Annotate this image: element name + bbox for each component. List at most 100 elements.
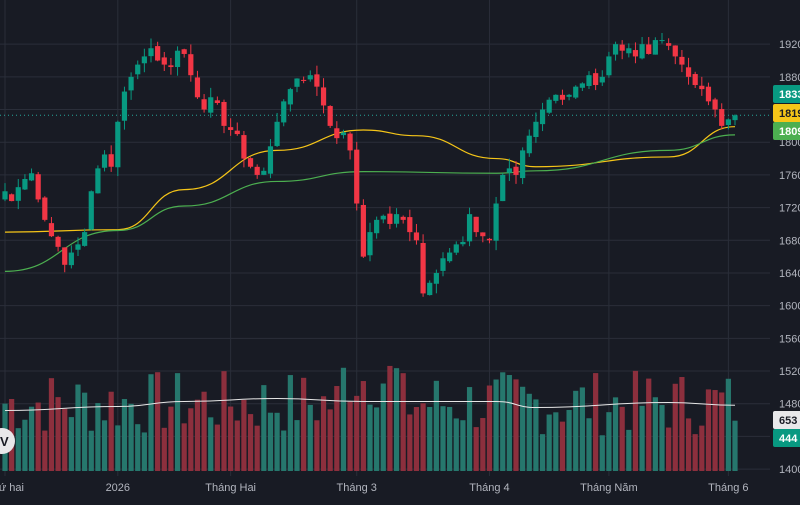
candle-body: [281, 101, 287, 123]
volume-bar: [15, 428, 21, 471]
candle-body: [360, 204, 366, 257]
volume-bar: [387, 365, 393, 471]
candle-body: [301, 79, 307, 81]
volume-bar: [261, 385, 267, 471]
volume-bar: [294, 420, 300, 471]
candle-body: [719, 109, 725, 126]
candle-body: [652, 40, 658, 55]
candle-body: [440, 258, 446, 271]
volume-bar: [327, 409, 333, 471]
candle-body: [115, 121, 121, 168]
candle-body: [646, 44, 652, 54]
candle-body: [559, 94, 566, 100]
candle-body: [705, 86, 712, 102]
volume-tag-label: 444: [779, 433, 798, 445]
candle-body: [447, 252, 453, 262]
volume-bar: [639, 405, 645, 471]
volume-bar: [473, 427, 479, 471]
candle-body: [725, 119, 731, 126]
price-tags: 1833 1819 1809 653 444: [773, 85, 800, 447]
candle-body: [453, 244, 459, 253]
price-tick-label: 1920: [779, 39, 800, 51]
price-tick-label: 1760: [779, 170, 800, 182]
volume-bar: [546, 414, 552, 471]
volume-bar: [247, 414, 254, 471]
candle-body: [62, 247, 68, 265]
moving-averages: [4, 126, 736, 412]
candle-body: [307, 75, 313, 80]
volume-bar: [148, 374, 154, 471]
volume-bar: [340, 367, 347, 471]
candle-body: [294, 78, 300, 87]
candle-body: [400, 216, 406, 220]
volume-bar: [22, 419, 28, 471]
candle-body: [533, 121, 539, 138]
volume-tag: [773, 429, 800, 447]
volume-bar: [447, 406, 453, 471]
volume-bar: [28, 406, 35, 471]
price-tick-label: 1800: [779, 137, 800, 149]
candle-body: [287, 89, 293, 105]
volume-bar: [181, 423, 187, 471]
tradingview-logo[interactable]: V: [0, 428, 15, 454]
candle-body: [148, 48, 154, 57]
candle-body: [639, 44, 645, 59]
time-tick-label: Tháng 3: [337, 482, 377, 494]
volume-bar: [400, 373, 406, 471]
volume-bar: [646, 378, 652, 471]
candle-body: [666, 43, 672, 46]
volume-bar: [287, 375, 293, 471]
volume-bar: [440, 406, 446, 471]
candle-body: [427, 282, 433, 296]
volume-bar: [699, 425, 705, 471]
volume-tag-label: 653: [779, 415, 797, 427]
candle-body: [420, 242, 426, 294]
candle-body: [201, 99, 207, 110]
volume-bar: [513, 379, 519, 471]
volume-bar: [314, 420, 320, 471]
volume-bar: [666, 427, 672, 471]
volume-bar: [141, 432, 147, 471]
price-tick-label: 1600: [779, 301, 800, 313]
volume-bar: [460, 420, 466, 471]
candle-body: [387, 213, 393, 224]
time-tick-label: Tháng 6: [708, 482, 748, 494]
volume-bar: [208, 417, 214, 471]
price-tag-label: 1833: [779, 89, 800, 101]
volume-bar: [274, 412, 280, 471]
volume-bar: [281, 430, 287, 471]
volume-bar: [553, 412, 559, 471]
candle-body: [593, 73, 599, 86]
candle-body: [659, 40, 665, 42]
candle-body: [692, 74, 698, 86]
candle-body: [374, 219, 380, 234]
volume-bar: [254, 425, 260, 471]
price-tick-label: 1880: [779, 72, 800, 84]
candle-body: [486, 238, 493, 241]
candle-body: [466, 214, 473, 242]
price-tag-label: 1809: [779, 126, 800, 138]
volume-bar: [632, 370, 639, 471]
logo-circle[interactable]: [0, 428, 15, 454]
volume-bar: [82, 392, 88, 471]
candle-body: [267, 146, 274, 174]
candle-body: [413, 232, 420, 241]
volume-bar: [453, 418, 459, 471]
volume-bar: [719, 392, 725, 471]
volume-bar: [367, 404, 373, 471]
candle-body: [221, 101, 227, 126]
candle-body: [340, 132, 347, 136]
candle-body: [606, 56, 612, 76]
volume-bar: [380, 383, 386, 471]
volume-bar: [55, 397, 61, 471]
time-tick-label: 2026: [106, 482, 130, 494]
price-tick-label: 1560: [779, 333, 800, 345]
volume-ma-line: [4, 397, 736, 412]
volume-bar: [679, 377, 685, 471]
candle-body: [433, 272, 439, 284]
candle-body: [460, 241, 466, 245]
volume-bar: [500, 372, 506, 471]
volume-bar: [128, 403, 134, 471]
